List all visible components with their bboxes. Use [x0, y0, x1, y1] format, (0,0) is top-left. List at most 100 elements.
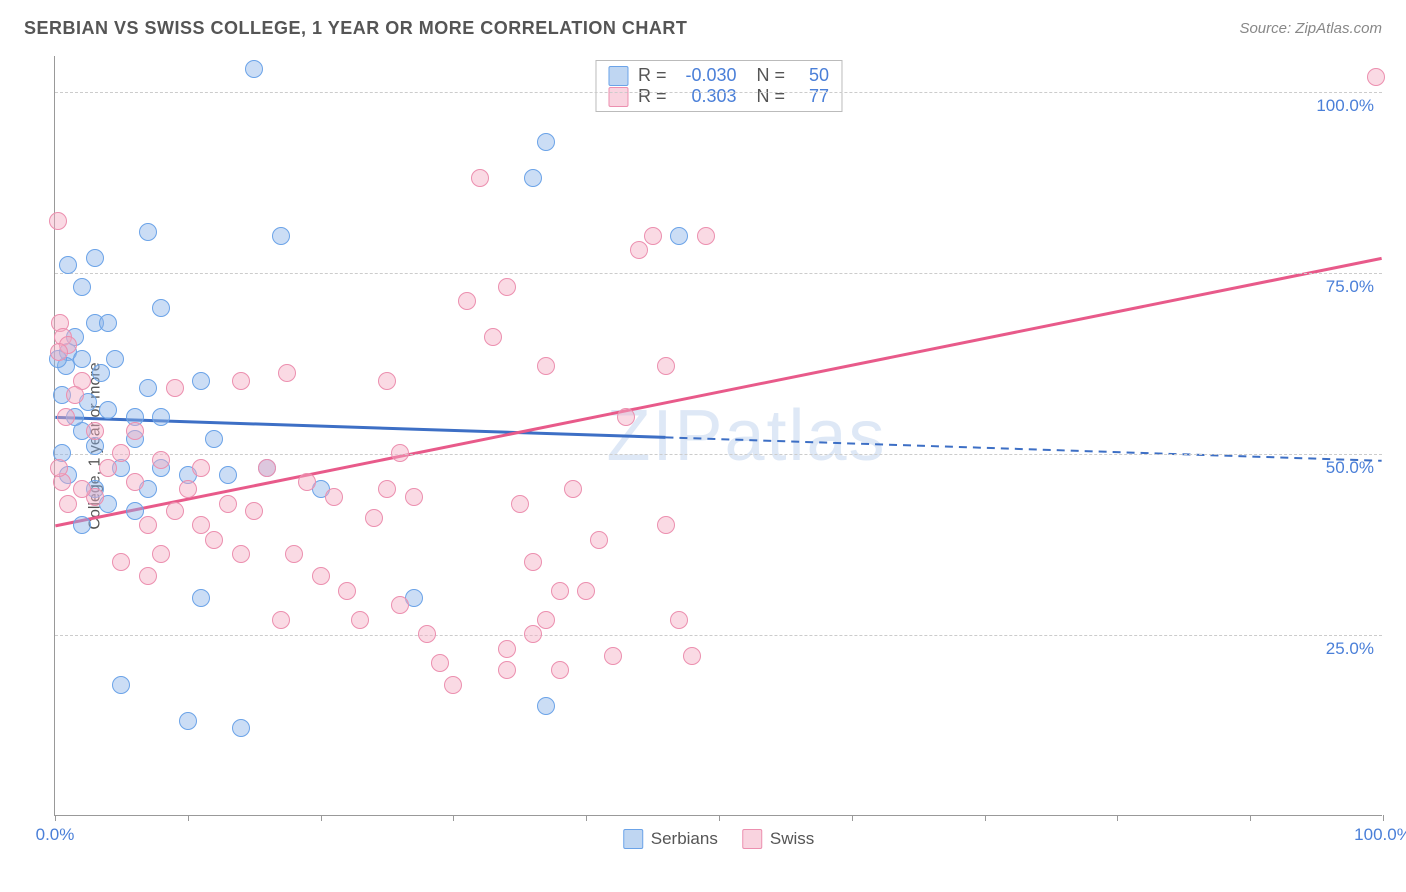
- data-point: [405, 488, 423, 506]
- data-point: [205, 430, 223, 448]
- data-point: [511, 495, 529, 513]
- data-point: [312, 567, 330, 585]
- x-tick: [321, 815, 322, 821]
- data-point: [391, 444, 409, 462]
- data-point: [524, 553, 542, 571]
- gridline: [55, 92, 1382, 93]
- data-point: [59, 495, 77, 513]
- data-point: [73, 516, 91, 534]
- data-point: [683, 647, 701, 665]
- data-point: [590, 531, 608, 549]
- x-tick: [1117, 815, 1118, 821]
- data-point: [484, 328, 502, 346]
- data-point: [365, 509, 383, 527]
- data-point: [537, 611, 555, 629]
- data-point: [139, 516, 157, 534]
- legend-swatch-icon: [608, 87, 628, 107]
- data-point: [232, 545, 250, 563]
- data-point: [471, 169, 489, 187]
- data-point: [232, 372, 250, 390]
- y-tick-label: 25.0%: [1326, 639, 1374, 659]
- data-point: [418, 625, 436, 643]
- data-point: [126, 473, 144, 491]
- data-point: [99, 314, 117, 332]
- data-point: [166, 502, 184, 520]
- data-point: [57, 408, 75, 426]
- r-label: R =: [638, 86, 667, 107]
- gridline: [55, 273, 1382, 274]
- plot-area: ZIPatlas R =-0.030 N =50R =0.303 N =77 S…: [54, 56, 1382, 816]
- data-point: [644, 227, 662, 245]
- data-point: [338, 582, 356, 600]
- gridline: [55, 454, 1382, 455]
- data-point: [50, 343, 68, 361]
- data-point: [152, 545, 170, 563]
- legend-label: Swiss: [770, 829, 814, 849]
- legend-row: R =-0.030 N =50: [608, 65, 829, 86]
- x-tick: [1383, 815, 1384, 821]
- x-tick: [453, 815, 454, 821]
- x-tick: [55, 815, 56, 821]
- data-point: [106, 350, 124, 368]
- n-label: N =: [747, 86, 786, 107]
- data-point: [431, 654, 449, 672]
- data-point: [524, 625, 542, 643]
- data-point: [657, 516, 675, 534]
- data-point: [66, 386, 84, 404]
- data-point: [192, 459, 210, 477]
- data-point: [657, 357, 675, 375]
- data-point: [112, 553, 130, 571]
- data-point: [112, 444, 130, 462]
- data-point: [73, 278, 91, 296]
- data-point: [498, 278, 516, 296]
- data-point: [49, 212, 67, 230]
- r-value: -0.030: [677, 65, 737, 86]
- data-point: [551, 582, 569, 600]
- data-point: [537, 357, 555, 375]
- data-point: [219, 495, 237, 513]
- data-point: [378, 480, 396, 498]
- data-point: [166, 379, 184, 397]
- stats-legend: R =-0.030 N =50R =0.303 N =77: [595, 60, 842, 112]
- x-tick-label: 0.0%: [36, 825, 75, 845]
- legend-label: Serbians: [651, 829, 718, 849]
- data-point: [232, 719, 250, 737]
- data-point: [86, 422, 104, 440]
- data-point: [498, 640, 516, 658]
- data-point: [670, 227, 688, 245]
- data-point: [73, 350, 91, 368]
- chart-title: SERBIAN VS SWISS COLLEGE, 1 YEAR OR MORE…: [24, 18, 687, 39]
- data-point: [126, 502, 144, 520]
- data-point: [617, 408, 635, 426]
- data-point: [391, 596, 409, 614]
- data-point: [152, 299, 170, 317]
- data-point: [126, 422, 144, 440]
- data-point: [458, 292, 476, 310]
- data-point: [205, 531, 223, 549]
- data-point: [50, 459, 68, 477]
- legend-swatch-icon: [608, 66, 628, 86]
- data-point: [112, 676, 130, 694]
- data-point: [551, 661, 569, 679]
- data-point: [325, 488, 343, 506]
- n-value: 77: [795, 86, 829, 107]
- data-point: [1367, 68, 1385, 86]
- data-point: [524, 169, 542, 187]
- r-label: R =: [638, 65, 667, 86]
- x-tick: [188, 815, 189, 821]
- data-point: [86, 249, 104, 267]
- data-point: [245, 60, 263, 78]
- data-point: [498, 661, 516, 679]
- legend-item: Swiss: [742, 829, 814, 849]
- data-point: [272, 611, 290, 629]
- y-tick-label: 100.0%: [1316, 96, 1374, 116]
- data-point: [179, 480, 197, 498]
- data-point: [604, 647, 622, 665]
- data-point: [192, 516, 210, 534]
- data-point: [59, 256, 77, 274]
- data-point: [351, 611, 369, 629]
- x-tick: [719, 815, 720, 821]
- data-point: [99, 401, 117, 419]
- y-tick-label: 75.0%: [1326, 277, 1374, 297]
- data-point: [192, 589, 210, 607]
